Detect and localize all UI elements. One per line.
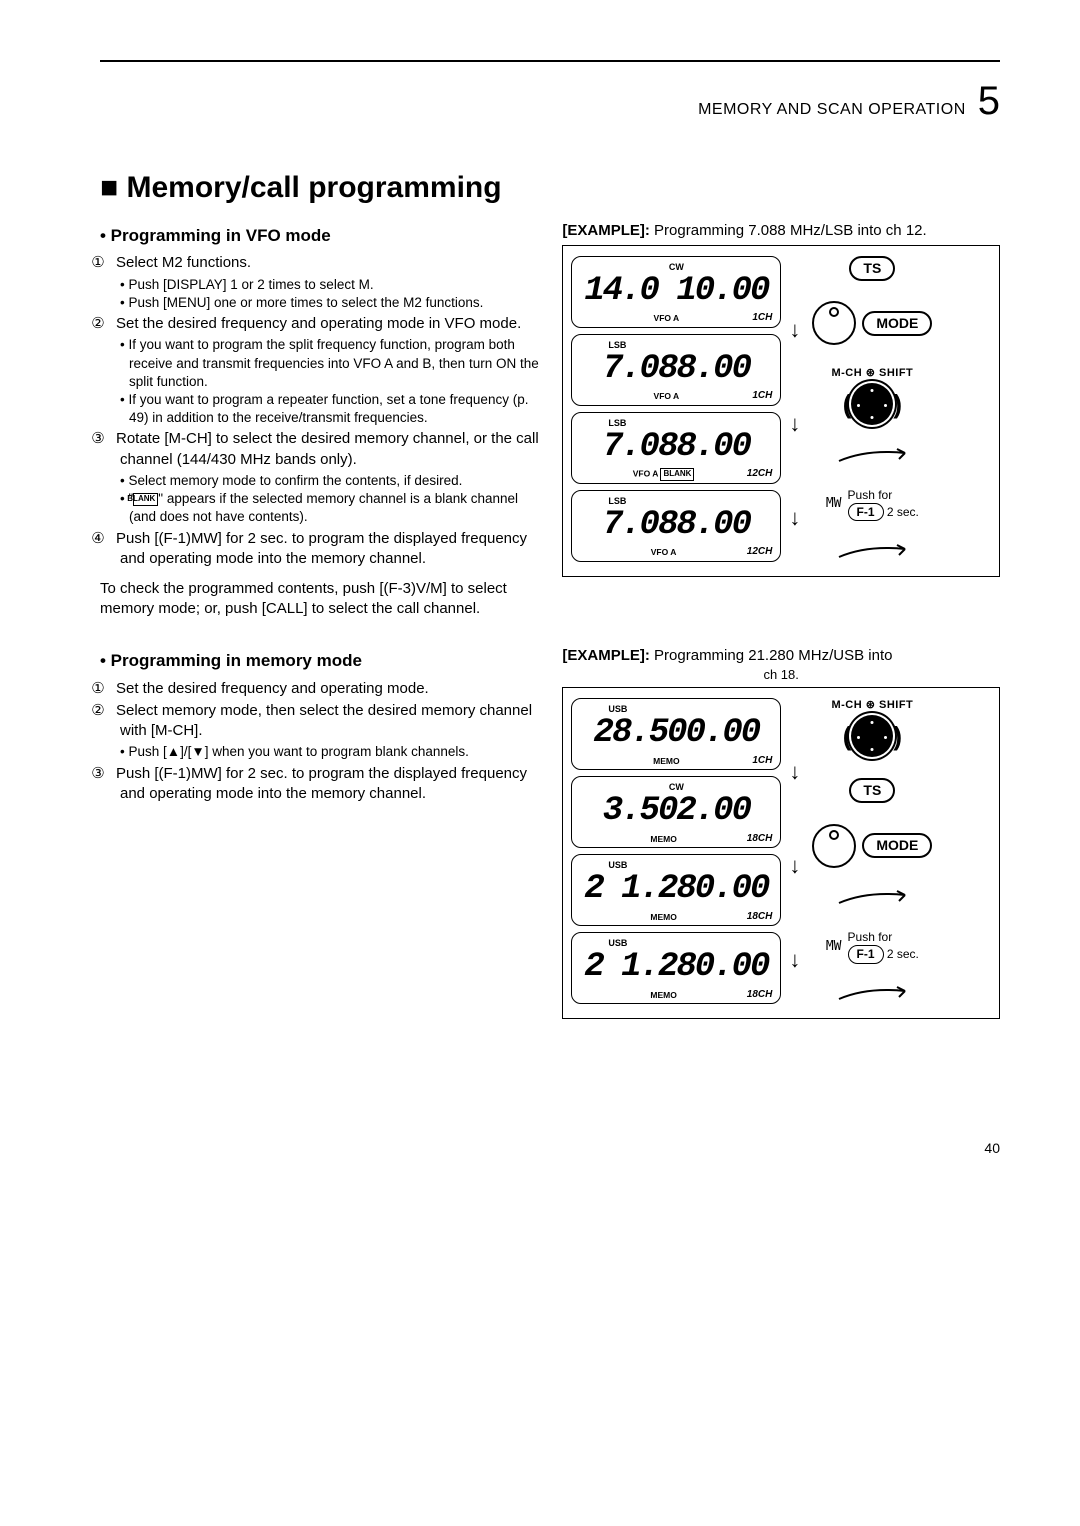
lcd-freq: 2 1.280.00 [580, 874, 772, 905]
vfo-check-note: To check the programmed contents, push [… [100, 579, 546, 620]
mem-step-1: ①Set the desired frequency and operating… [100, 679, 546, 699]
vfo-step-1b: • Push [MENU] one or more times to selec… [120, 294, 546, 312]
push-instruction: MW Push for F-1 2 sec. [826, 487, 919, 521]
example-1-label: [EXAMPLE]: Programming 7.088 MHz/LSB int… [562, 221, 1000, 241]
arrow-down-icon: ↓ [787, 319, 802, 341]
arrow-down-icon: ↓ [787, 761, 802, 783]
arrow-down-icon: ↓ [787, 413, 802, 435]
title-text: Memory/call programming [126, 171, 501, 204]
lcd-freq: 28.500.00 [580, 718, 772, 749]
section-name: MEMORY AND SCAN OPERATION [698, 99, 966, 121]
section-vfo: • Programming in VFO mode ①Select M2 fun… [100, 221, 1000, 620]
page-title: ■ Memory/call programming [100, 168, 1000, 209]
lcd-freq: 7.088.00 [580, 354, 772, 385]
page-number: 40 [100, 1139, 1000, 1158]
mem-step-2a: • Push [▲]/[▼] when you want to program … [120, 743, 546, 761]
lcd-panel: CW 3.502.00 MEMO18CH [571, 776, 781, 848]
section-memory: • Programming in memory mode ①Set the de… [100, 646, 1000, 1020]
lcd-freq: 7.088.00 [580, 432, 772, 463]
chapter-number: 5 [978, 74, 1000, 128]
mch-knob[interactable]: ( ) [843, 383, 902, 425]
swoosh-icon [837, 888, 907, 908]
lcd-panel: USB 28.500.00 MEMO1CH [571, 698, 781, 770]
top-rule [100, 60, 1000, 62]
vfo-text-column: • Programming in VFO mode ①Select M2 fun… [100, 221, 546, 620]
swoosh-icon [837, 446, 907, 466]
lcd-freq: 7.088.00 [580, 510, 772, 541]
vfo-step-1a: • Push [DISPLAY] 1 or 2 times to select … [120, 276, 546, 294]
ts-button[interactable]: TS [849, 256, 895, 281]
mem-step-2: ②Select memory mode, then select the des… [100, 701, 546, 742]
mem-example-column: [EXAMPLE]: Programming 21.280 MHz/USB in… [562, 646, 1000, 1020]
vfo-step-1: ①Select M2 functions. [100, 253, 546, 273]
mode-button[interactable]: MODE [862, 311, 932, 336]
vfo-step-3a: • Select memory mode to confirm the cont… [120, 472, 546, 490]
vfo-step-2: ②Set the desired frequency and operating… [100, 314, 546, 334]
example-2-label-line2: ch 18. [562, 666, 1000, 684]
swoosh-icon [837, 984, 907, 1004]
lcd-panel: USB 2 1.280.00 MEMO18CH [571, 854, 781, 926]
ts-button[interactable]: TS [849, 778, 895, 803]
vfo-example-column: [EXAMPLE]: Programming 7.088 MHz/LSB int… [562, 221, 1000, 620]
lcd-freq: 2 1.280.00 [580, 952, 772, 983]
lcd-panel: LSB 7.088.00 VFO A BLANK12CH [571, 412, 781, 484]
arrow-down-icon: ↓ [787, 855, 802, 877]
vfo-step-3b: • "BLANK" appears if the selected memory… [120, 490, 546, 526]
mch-shift-label: M-CH ⊛ SHIFT [831, 698, 913, 713]
f1-button[interactable]: F-1 [848, 945, 884, 963]
example-2-box: USB 28.500.00 MEMO1CH CW 3.502.00 MEMO18… [562, 687, 1000, 1019]
lcd-panel: CW 14.0 10.00 VFO A1CH [571, 256, 781, 328]
tuning-dial[interactable]: MODE [812, 301, 932, 345]
arrow-down-icon: ↓ [787, 949, 802, 971]
vfo-heading: • Programming in VFO mode [100, 225, 546, 248]
mch-shift-label: M-CH ⊛ SHIFT [831, 366, 913, 381]
vfo-step-2a: • If you want to program the split frequ… [120, 336, 546, 391]
lcd-panel: USB 2 1.280.00 MEMO18CH [571, 932, 781, 1004]
f1-button[interactable]: F-1 [848, 503, 884, 521]
blank-badge: BLANK [133, 493, 158, 506]
vfo-step-4: ④Push [(F-1)MW] for 2 sec. to program th… [100, 529, 546, 570]
vfo-step-3: ③Rotate [M-CH] to select the desired mem… [100, 429, 546, 470]
lcd-freq: 3.502.00 [580, 796, 772, 827]
lcd-panel: LSB 7.088.00 VFO A1CH [571, 334, 781, 406]
mode-button[interactable]: MODE [862, 833, 932, 858]
example-1-box: CW 14.0 10.00 VFO A1CH LSB 7.088.00 VFO … [562, 245, 1000, 577]
lcd-panel: LSB 7.088.00 VFO A12CH [571, 490, 781, 562]
arrow-down-icon: ↓ [787, 507, 802, 529]
mem-heading: • Programming in memory mode [100, 650, 546, 673]
vfo-step-2b: • If you want to program a repeater func… [120, 391, 546, 427]
swoosh-icon [837, 542, 907, 562]
mem-text-column: • Programming in memory mode ①Set the de… [100, 646, 546, 1020]
tuning-dial[interactable]: MODE [812, 824, 932, 868]
example-2-label: [EXAMPLE]: Programming 21.280 MHz/USB in… [562, 646, 1000, 666]
blank-badge: BLANK [660, 468, 694, 481]
mem-step-3: ③Push [(F-1)MW] for 2 sec. to program th… [100, 764, 546, 805]
push-instruction: MW Push for F-1 2 sec. [826, 929, 919, 963]
mch-knob[interactable]: ( ) [843, 715, 902, 757]
page-header: MEMORY AND SCAN OPERATION 5 [100, 74, 1000, 128]
lcd-freq: 14.0 10.00 [580, 276, 772, 307]
